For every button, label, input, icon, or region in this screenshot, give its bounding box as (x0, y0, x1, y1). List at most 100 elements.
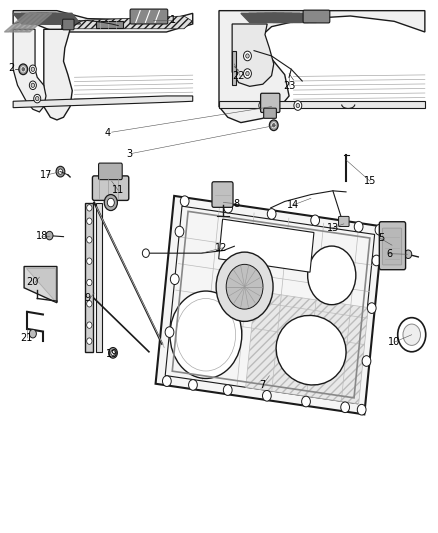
Circle shape (35, 96, 39, 101)
Polygon shape (44, 29, 72, 120)
Polygon shape (249, 13, 293, 22)
Circle shape (341, 402, 350, 413)
Text: 1: 1 (170, 15, 176, 25)
Circle shape (296, 103, 300, 108)
Circle shape (272, 123, 276, 128)
Circle shape (180, 196, 189, 206)
Circle shape (405, 250, 412, 259)
Polygon shape (21, 13, 65, 24)
Circle shape (87, 301, 92, 307)
Polygon shape (13, 13, 57, 24)
Circle shape (170, 274, 179, 285)
Polygon shape (257, 13, 300, 22)
Text: 23: 23 (283, 82, 295, 91)
Circle shape (357, 405, 366, 415)
Circle shape (29, 81, 36, 90)
Text: 17: 17 (40, 170, 52, 180)
Polygon shape (232, 24, 274, 86)
Text: 5: 5 (378, 233, 384, 243)
Circle shape (367, 303, 376, 313)
Circle shape (216, 252, 273, 321)
Circle shape (354, 221, 363, 232)
FancyBboxPatch shape (96, 203, 102, 352)
Circle shape (56, 166, 65, 177)
Circle shape (302, 396, 311, 407)
Polygon shape (10, 13, 36, 32)
Circle shape (269, 120, 278, 131)
Text: 14: 14 (287, 200, 300, 210)
Text: 10: 10 (388, 337, 400, 347)
Circle shape (176, 298, 236, 371)
Ellipse shape (276, 316, 346, 385)
Circle shape (170, 291, 242, 378)
Circle shape (87, 258, 92, 264)
Circle shape (224, 202, 233, 213)
Circle shape (189, 379, 198, 390)
Circle shape (31, 67, 35, 71)
Polygon shape (241, 13, 285, 22)
Polygon shape (219, 11, 425, 123)
Polygon shape (20, 13, 46, 32)
Circle shape (31, 83, 35, 87)
Circle shape (87, 338, 92, 344)
Circle shape (398, 318, 426, 352)
FancyBboxPatch shape (264, 108, 276, 118)
Circle shape (46, 231, 53, 240)
FancyBboxPatch shape (339, 216, 349, 227)
Text: 13: 13 (327, 223, 339, 233)
FancyBboxPatch shape (63, 19, 74, 30)
Circle shape (261, 103, 265, 108)
Polygon shape (24, 266, 57, 303)
Text: 3: 3 (126, 149, 132, 158)
Circle shape (21, 67, 25, 72)
Circle shape (403, 324, 420, 345)
Circle shape (372, 255, 381, 266)
Polygon shape (13, 96, 193, 108)
Circle shape (165, 327, 174, 337)
Circle shape (362, 356, 371, 366)
FancyBboxPatch shape (85, 203, 93, 352)
Circle shape (267, 208, 276, 219)
Polygon shape (13, 11, 193, 32)
Polygon shape (219, 219, 314, 272)
Polygon shape (26, 268, 55, 301)
FancyBboxPatch shape (261, 93, 280, 112)
Polygon shape (155, 196, 383, 414)
Text: 19: 19 (106, 350, 118, 359)
Text: 15: 15 (364, 176, 376, 186)
Circle shape (107, 198, 114, 207)
Text: 21: 21 (20, 333, 32, 343)
FancyBboxPatch shape (303, 10, 330, 23)
Circle shape (87, 322, 92, 328)
Circle shape (162, 376, 171, 386)
Circle shape (58, 169, 63, 174)
FancyBboxPatch shape (99, 163, 122, 180)
Text: 8: 8 (233, 199, 240, 208)
Polygon shape (29, 13, 73, 24)
Text: 4: 4 (104, 128, 110, 138)
Polygon shape (61, 16, 193, 29)
Circle shape (87, 218, 92, 224)
Circle shape (87, 279, 92, 286)
FancyBboxPatch shape (212, 182, 233, 207)
Text: 18: 18 (35, 231, 48, 240)
Circle shape (262, 391, 271, 401)
Circle shape (19, 64, 28, 75)
Text: 20: 20 (27, 278, 39, 287)
Circle shape (109, 348, 117, 358)
Polygon shape (246, 291, 368, 404)
Polygon shape (232, 51, 236, 85)
Circle shape (142, 249, 149, 257)
Polygon shape (265, 13, 308, 22)
Polygon shape (37, 13, 81, 24)
Polygon shape (13, 29, 46, 112)
Circle shape (246, 54, 249, 58)
Circle shape (175, 226, 184, 237)
Circle shape (244, 69, 251, 78)
Polygon shape (4, 13, 31, 32)
Text: 9: 9 (85, 294, 91, 303)
Circle shape (375, 224, 384, 235)
Text: 2: 2 (8, 63, 14, 73)
Circle shape (259, 101, 267, 110)
FancyBboxPatch shape (379, 222, 406, 270)
